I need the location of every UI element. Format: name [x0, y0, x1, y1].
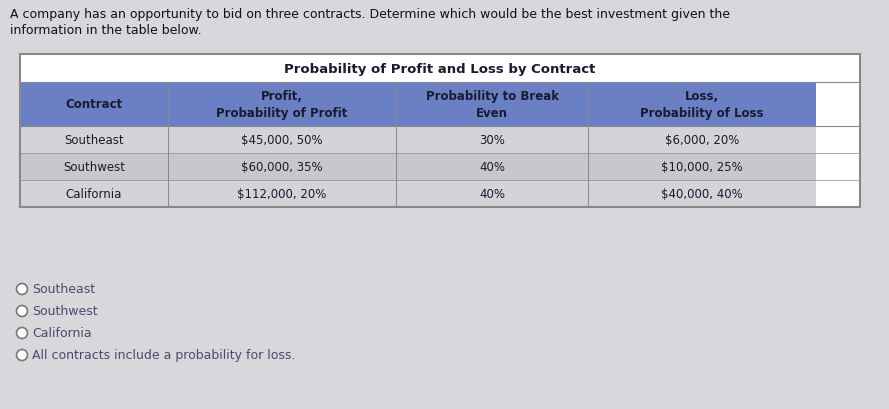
Bar: [168, 180, 396, 207]
Text: Southeast: Southeast: [64, 134, 124, 147]
Bar: [588, 154, 816, 180]
Text: $6,000, 20%: $6,000, 20%: [665, 134, 739, 147]
Circle shape: [17, 328, 28, 339]
Text: 40%: 40%: [479, 161, 505, 173]
Bar: [168, 154, 396, 180]
Text: $60,000, 35%: $60,000, 35%: [241, 161, 323, 173]
Bar: [20, 180, 168, 207]
Text: Contract: Contract: [66, 98, 123, 111]
Text: California: California: [66, 188, 122, 200]
Text: $45,000, 50%: $45,000, 50%: [241, 134, 323, 147]
Text: Probability to Break
Even: Probability to Break Even: [426, 90, 558, 120]
Text: 40%: 40%: [479, 188, 505, 200]
Bar: [168, 83, 396, 127]
Circle shape: [17, 306, 28, 317]
Bar: [396, 154, 588, 180]
Text: California: California: [33, 327, 92, 339]
Bar: [588, 83, 816, 127]
Circle shape: [17, 284, 28, 295]
Bar: [168, 127, 396, 154]
Text: $40,000, 40%: $40,000, 40%: [661, 188, 743, 200]
Text: Profit,
Probability of Profit: Profit, Probability of Profit: [216, 90, 348, 120]
Bar: [20, 127, 168, 154]
Text: All contracts include a probability for loss.: All contracts include a probability for …: [33, 348, 296, 362]
Text: $112,000, 20%: $112,000, 20%: [237, 188, 326, 200]
Bar: [396, 180, 588, 207]
Text: information in the table below.: information in the table below.: [10, 24, 202, 37]
Bar: [20, 55, 860, 207]
Text: Loss,
Probability of Loss: Loss, Probability of Loss: [640, 90, 764, 120]
Bar: [396, 127, 588, 154]
Bar: [396, 83, 588, 127]
Bar: [20, 154, 168, 180]
Bar: [20, 55, 860, 83]
Text: A company has an opportunity to bid on three contracts. Determine which would be: A company has an opportunity to bid on t…: [10, 8, 730, 21]
Text: $10,000, 25%: $10,000, 25%: [661, 161, 743, 173]
Text: Southwest: Southwest: [33, 305, 98, 318]
Text: Southwest: Southwest: [63, 161, 125, 173]
Text: Southeast: Southeast: [33, 283, 96, 296]
Bar: [20, 55, 860, 207]
Bar: [588, 180, 816, 207]
Bar: [588, 127, 816, 154]
Circle shape: [17, 350, 28, 361]
Bar: [20, 83, 168, 127]
Text: 30%: 30%: [479, 134, 505, 147]
Text: Probability of Profit and Loss by Contract: Probability of Profit and Loss by Contra…: [284, 62, 596, 75]
